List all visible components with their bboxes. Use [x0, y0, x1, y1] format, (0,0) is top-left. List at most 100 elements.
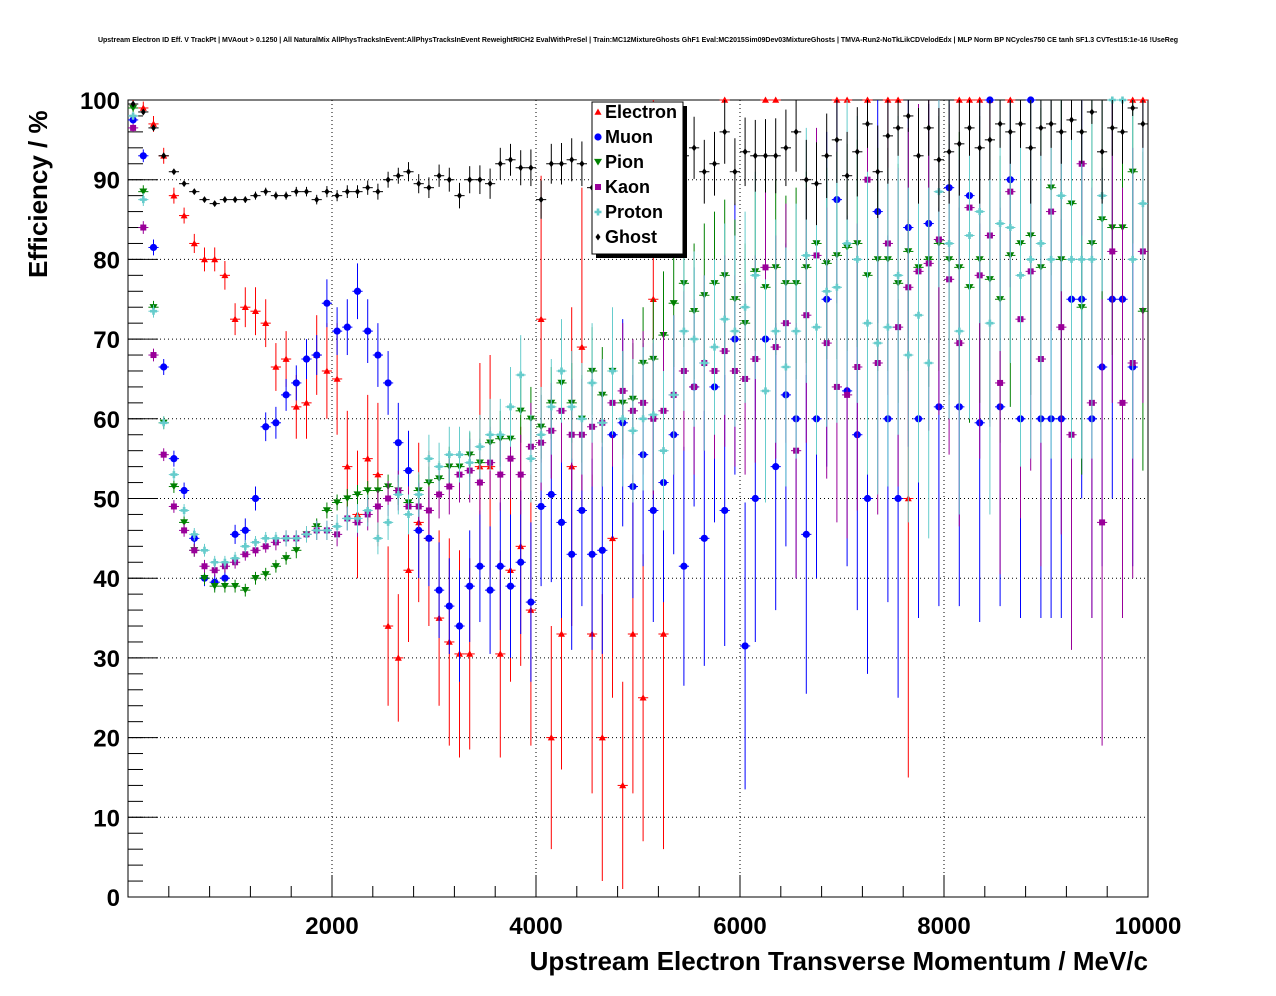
- data-point: [741, 642, 749, 650]
- data-point: [261, 571, 270, 578]
- data-point: [966, 96, 973, 103]
- x-axis: 2000 4000 6000 8000 10000: [127, 875, 1181, 940]
- data-point: [161, 152, 167, 160]
- data-point: [140, 224, 147, 231]
- data-point: [353, 491, 362, 499]
- y-tick-label: 60: [93, 407, 120, 434]
- data-point: [518, 164, 524, 172]
- y-tick-label: 70: [93, 327, 120, 354]
- data-point: [967, 124, 972, 132]
- data-point: [751, 271, 759, 279]
- data-point: [997, 120, 1003, 128]
- data-point: [905, 112, 911, 120]
- data-point: [1017, 271, 1024, 279]
- data-point: [670, 391, 678, 399]
- data-point: [190, 530, 198, 538]
- data-point: [302, 355, 311, 363]
- x-tick-label: 8000: [917, 913, 970, 940]
- data-point: [241, 542, 249, 550]
- data-point: [282, 391, 290, 399]
- data-point: [559, 160, 564, 168]
- data-point: [772, 327, 780, 335]
- data-point: [202, 196, 207, 204]
- data-point: [466, 459, 474, 467]
- data-point: [436, 491, 443, 498]
- data-point: [221, 574, 229, 582]
- data-point: [956, 140, 962, 148]
- data-point: [252, 307, 259, 315]
- data-point: [1048, 120, 1054, 128]
- data-point: [181, 527, 188, 534]
- data-point: [1109, 248, 1116, 255]
- data-point: [538, 196, 544, 204]
- data-point: [588, 550, 596, 558]
- y-tick-label: 20: [93, 726, 120, 753]
- data-point: [220, 583, 229, 590]
- data-point: [976, 208, 984, 216]
- data-point: [181, 180, 187, 188]
- data-point: [1058, 324, 1065, 331]
- y-axis-title: Efficiency / %: [23, 110, 53, 278]
- data-point: [426, 184, 432, 192]
- data-point: [1120, 128, 1125, 136]
- data-point: [588, 379, 596, 387]
- data-point: [364, 506, 372, 514]
- data-point: [976, 96, 984, 103]
- legend-label-proton: Proton: [605, 202, 663, 222]
- data-point: [721, 506, 729, 515]
- x-tick-label: 2000: [305, 913, 358, 940]
- data-point: [171, 168, 177, 176]
- data-point: [445, 451, 453, 459]
- data-point: [904, 351, 912, 359]
- data-point: [364, 455, 372, 462]
- data-point: [894, 96, 902, 103]
- legend-marker: [595, 184, 601, 190]
- data-point: [242, 551, 249, 558]
- data-point: [170, 471, 178, 479]
- data-point: [150, 120, 157, 127]
- data-point: [323, 367, 331, 374]
- data-point: [834, 136, 840, 144]
- x-tick-label: 4000: [509, 913, 562, 940]
- data-point: [813, 323, 820, 331]
- data-point: [507, 455, 514, 462]
- data-point: [884, 96, 892, 103]
- data-point: [241, 526, 249, 534]
- data-point: [221, 271, 229, 279]
- data-point: [486, 586, 494, 594]
- data-point: [926, 124, 932, 132]
- data-point: [180, 519, 189, 526]
- data-point: [773, 152, 779, 160]
- data-point: [323, 299, 331, 307]
- data-point: [262, 423, 270, 431]
- data-point: [578, 343, 586, 350]
- data-point: [1037, 239, 1045, 247]
- data-point: [424, 479, 433, 487]
- data-point: [486, 431, 494, 439]
- data-point: [355, 188, 360, 196]
- data-point: [170, 455, 178, 463]
- data-point: [598, 734, 606, 741]
- data-point: [262, 543, 269, 550]
- data-point: [139, 152, 147, 160]
- data-point: [721, 315, 729, 323]
- data-point: [792, 327, 800, 335]
- data-point: [1068, 255, 1075, 263]
- data-point: [365, 184, 371, 192]
- data-point: [649, 295, 657, 303]
- legend-label-electron: Electron: [605, 102, 677, 122]
- data-point: [150, 352, 157, 359]
- data-point: [1047, 255, 1055, 263]
- data-point: [292, 379, 300, 387]
- data-point: [701, 168, 707, 176]
- data-point: [547, 734, 555, 741]
- data-point: [262, 534, 270, 542]
- legend-box: [591, 101, 684, 255]
- data-point: [384, 518, 392, 526]
- data-point: [1038, 124, 1044, 132]
- data-point: [385, 176, 391, 184]
- data-point: [425, 507, 432, 514]
- data-point: [180, 486, 188, 495]
- data-point: [394, 491, 402, 499]
- data-point: [476, 562, 484, 570]
